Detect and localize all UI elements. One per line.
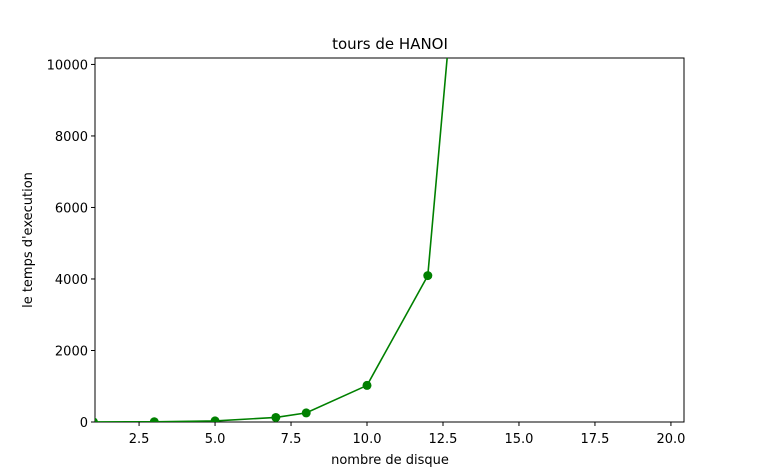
- y-tick-label: 10000: [47, 58, 88, 73]
- data-point: [271, 412, 281, 422]
- data-point: [95, 417, 98, 422]
- data-point: [210, 416, 220, 422]
- data-point: [423, 271, 433, 281]
- plot-area: [95, 58, 448, 422]
- x-tick-label: 2.5: [129, 432, 150, 447]
- chart-title: tours de HANOI: [332, 35, 448, 53]
- data-point: [301, 408, 311, 418]
- data-point: [362, 380, 372, 390]
- x-tick-label: 10.0: [353, 432, 382, 447]
- x-tick-label: 7.5: [281, 432, 302, 447]
- y-axis-label: le temps d'execution: [21, 172, 36, 308]
- data-point: [149, 417, 159, 422]
- y-tick-label: 8000: [55, 130, 88, 145]
- y-tick-label: 4000: [55, 273, 88, 288]
- data-line: [95, 58, 448, 422]
- y-tick-label: 2000: [55, 344, 88, 359]
- x-tick-label: 5.0: [205, 432, 226, 447]
- y-tick-label: 6000: [55, 201, 88, 216]
- x-tick-label: 20.0: [656, 432, 685, 447]
- plot-frame: [94, 57, 685, 423]
- y-tick-label: 0: [80, 416, 88, 431]
- x-tick-label: 15.0: [504, 432, 533, 447]
- x-axis-label: nombre de disque: [331, 453, 449, 468]
- x-tick-label: 17.5: [580, 432, 609, 447]
- x-tick-label: 12.5: [429, 432, 458, 447]
